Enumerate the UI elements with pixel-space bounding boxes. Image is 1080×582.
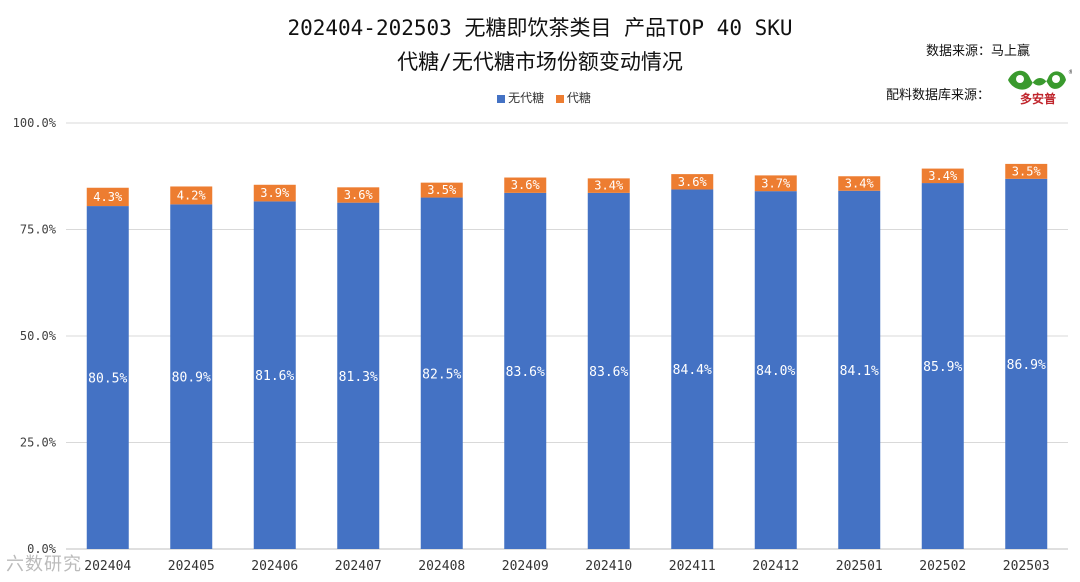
data-label-no-sweetener: 84.4%: [673, 363, 712, 378]
x-tick-label: 202411: [669, 559, 716, 574]
bar-sweetener: [337, 187, 380, 203]
ingredient-db-label: 配料数据库来源：: [886, 88, 991, 103]
bar-no-sweetener: [337, 202, 380, 550]
x-tick-label: 202407: [335, 559, 382, 574]
y-tick-label: 100.0%: [13, 116, 57, 130]
data-label-no-sweetener: 81.6%: [255, 369, 294, 384]
bar-no-sweetener: [86, 206, 129, 549]
bar-sweetener: [587, 178, 630, 193]
x-tick-label: 202408: [418, 559, 465, 574]
bar-no-sweetener: [587, 192, 630, 549]
data-label-sweetener: 3.6%: [344, 188, 374, 202]
bar-no-sweetener: [754, 191, 797, 549]
x-tick-label: 202405: [168, 559, 215, 574]
chart-title-line1: 202404-202503 无糖即饮茶类目 产品TOP 40 SKU: [287, 16, 793, 40]
data-label-no-sweetener: 81.3%: [339, 370, 378, 385]
bar-sweetener: [1005, 163, 1048, 179]
watermark: 六数研究: [6, 554, 82, 575]
bar-sweetener: [838, 176, 881, 191]
svg-text:®: ®: [1068, 69, 1072, 76]
legend-label-no-sweetener: 无代糖: [508, 91, 545, 105]
data-label-no-sweetener: 82.5%: [422, 367, 461, 382]
bar-sweetener: [170, 186, 213, 205]
data-label-sweetener: 3.4%: [594, 179, 624, 193]
logo-mark-icon: ® 多安普: [1008, 69, 1074, 106]
x-tick-label: 202501: [836, 559, 883, 574]
y-tick-label: 75.0%: [20, 223, 57, 237]
bar-no-sweetener: [671, 189, 714, 549]
data-label-sweetener: 3.9%: [260, 186, 290, 200]
bar-sweetener: [921, 168, 964, 184]
x-tick-label: 202404: [84, 559, 131, 574]
x-tick-label: 202410: [585, 559, 632, 574]
bar-sweetener: [86, 187, 129, 207]
bar-sweetener: [253, 184, 296, 202]
data-label-no-sweetener: 80.5%: [88, 372, 127, 387]
y-tick-label: 50.0%: [20, 329, 57, 343]
logo-text: 多安普: [1020, 91, 1056, 106]
data-label-no-sweetener: 83.6%: [589, 365, 628, 380]
legend-swatch-sweetener: [555, 94, 564, 103]
duoanpu-logo: ® 多安普: [1004, 66, 1074, 106]
bar-no-sweetener: [170, 204, 213, 549]
y-tick-label: 25.0%: [20, 436, 57, 450]
x-tick-label: 202412: [752, 559, 799, 574]
y-tick-label: 0.0%: [27, 542, 57, 556]
bar-sweetener: [420, 182, 463, 198]
data-label-no-sweetener: 84.0%: [756, 364, 795, 379]
data-label-no-sweetener: 84.1%: [840, 364, 879, 379]
data-label-no-sweetener: 80.9%: [172, 371, 211, 386]
data-label-sweetener: 3.4%: [845, 176, 875, 190]
legend-label-sweetener: 代糖: [566, 91, 591, 105]
data-label-sweetener: 3.7%: [761, 176, 791, 190]
data-label-no-sweetener: 85.9%: [923, 360, 962, 375]
chart-title-line2: 代糖/无代糖市场份额变动情况: [397, 50, 683, 74]
legend-swatch-no-sweetener: [497, 94, 506, 103]
data-label-sweetener: 3.5%: [1012, 164, 1042, 178]
data-label-sweetener: 4.3%: [93, 190, 123, 204]
data-label-sweetener: 3.4%: [928, 169, 958, 183]
data-label-sweetener: 4.2%: [177, 188, 207, 202]
data-label-sweetener: 3.5%: [427, 183, 457, 197]
x-tick-label: 202503: [1003, 559, 1050, 574]
data-source-label: 数据来源：马上赢: [926, 44, 1031, 59]
bar-sweetener: [754, 175, 797, 192]
bar-sweetener: [671, 174, 714, 190]
bar-sweetener: [504, 177, 547, 193]
data-label-no-sweetener: 86.9%: [1007, 358, 1046, 373]
data-label-no-sweetener: 83.6%: [506, 365, 545, 380]
x-tick-label: 202409: [502, 559, 549, 574]
data-label-sweetener: 3.6%: [511, 178, 541, 192]
bar-no-sweetener: [420, 197, 463, 550]
bar-no-sweetener: [921, 183, 964, 550]
x-tick-label: 202406: [251, 559, 298, 574]
bar-no-sweetener: [504, 192, 547, 549]
data-label-sweetener: 3.6%: [678, 175, 708, 189]
bar-no-sweetener: [838, 190, 881, 549]
bar-no-sweetener: [1005, 178, 1048, 549]
chart-legend: 无代糖 代糖: [0, 89, 1080, 106]
x-tick-label: 202502: [919, 559, 966, 574]
bar-no-sweetener: [253, 201, 296, 549]
